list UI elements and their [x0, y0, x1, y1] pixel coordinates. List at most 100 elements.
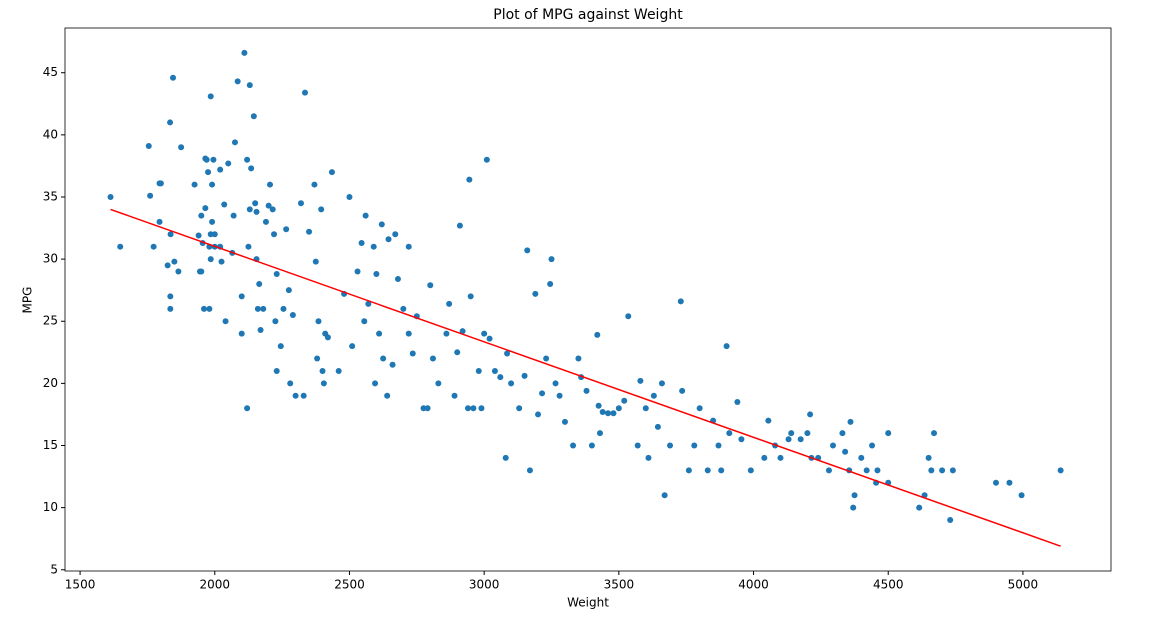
point: [244, 405, 251, 412]
point: [949, 467, 956, 474]
point: [271, 231, 278, 238]
point: [481, 330, 488, 337]
point: [491, 367, 498, 374]
point: [200, 305, 207, 312]
point: [400, 305, 407, 312]
point: [464, 405, 471, 412]
point: [738, 436, 745, 443]
chart-title: Plot of MPG against Weight: [493, 7, 683, 23]
point: [785, 436, 792, 443]
point: [389, 361, 396, 368]
y-tick-label: 45: [43, 65, 58, 79]
point: [178, 144, 185, 151]
x-axis-label: Weight: [567, 596, 609, 610]
y-axis-label: MPG: [21, 287, 35, 314]
point: [289, 312, 296, 319]
point: [777, 454, 784, 461]
point: [869, 442, 876, 449]
point: [765, 417, 772, 424]
point: [117, 243, 124, 250]
point: [292, 392, 299, 399]
point: [260, 305, 267, 312]
point: [273, 367, 280, 374]
x-tick-label: 2500: [334, 578, 365, 592]
point: [354, 268, 361, 275]
point: [362, 212, 369, 219]
point: [637, 377, 644, 384]
point: [277, 343, 284, 350]
point: [1006, 479, 1013, 486]
point: [269, 206, 276, 213]
point: [157, 180, 164, 187]
point: [427, 282, 434, 289]
point: [928, 467, 935, 474]
point: [885, 430, 892, 437]
y-tick-label: 5: [50, 562, 58, 576]
point: [361, 318, 368, 325]
point: [723, 343, 730, 350]
point: [645, 454, 652, 461]
point: [595, 402, 602, 409]
point: [280, 305, 287, 312]
point: [642, 405, 649, 412]
y-tick-label: 15: [43, 438, 58, 452]
point: [250, 113, 257, 120]
point: [246, 206, 253, 213]
point: [306, 228, 313, 235]
point: [526, 467, 533, 474]
point: [210, 156, 217, 163]
point: [253, 208, 260, 215]
point: [370, 243, 377, 250]
point: [320, 380, 327, 387]
point: [314, 355, 321, 362]
point: [539, 390, 546, 397]
point: [654, 423, 661, 430]
point: [167, 231, 174, 238]
point: [171, 258, 178, 265]
point: [164, 262, 171, 269]
point: [532, 290, 539, 297]
point: [788, 430, 795, 437]
point: [287, 380, 294, 387]
point: [747, 467, 754, 474]
point: [615, 405, 622, 412]
point: [405, 330, 412, 337]
point: [365, 300, 372, 307]
point: [234, 78, 241, 85]
point: [734, 399, 741, 406]
point: [384, 392, 391, 399]
point: [252, 200, 259, 207]
point: [575, 355, 582, 362]
y-tick-label: 40: [43, 127, 58, 141]
point: [246, 82, 253, 89]
point: [456, 222, 463, 229]
point: [358, 239, 365, 246]
point: [424, 405, 431, 412]
point: [925, 454, 932, 461]
point: [203, 156, 210, 163]
point: [516, 405, 523, 412]
fit-line: [110, 208, 1061, 547]
y-tick-label: 30: [43, 252, 58, 266]
point: [207, 93, 214, 100]
point: [202, 205, 209, 212]
point: [241, 49, 248, 56]
point: [222, 318, 229, 325]
y-tick-label: 35: [43, 189, 58, 203]
point: [209, 218, 216, 225]
point: [385, 236, 392, 243]
point: [328, 169, 335, 176]
point: [761, 454, 768, 461]
point: [658, 380, 665, 387]
point: [804, 430, 811, 437]
point: [1018, 492, 1025, 499]
point: [650, 392, 657, 399]
point: [221, 201, 228, 208]
point: [992, 479, 999, 486]
point: [610, 410, 617, 417]
point: [825, 467, 832, 474]
point: [807, 411, 814, 418]
point: [718, 467, 725, 474]
point: [230, 212, 237, 219]
x-tick-label: 1500: [65, 578, 96, 592]
